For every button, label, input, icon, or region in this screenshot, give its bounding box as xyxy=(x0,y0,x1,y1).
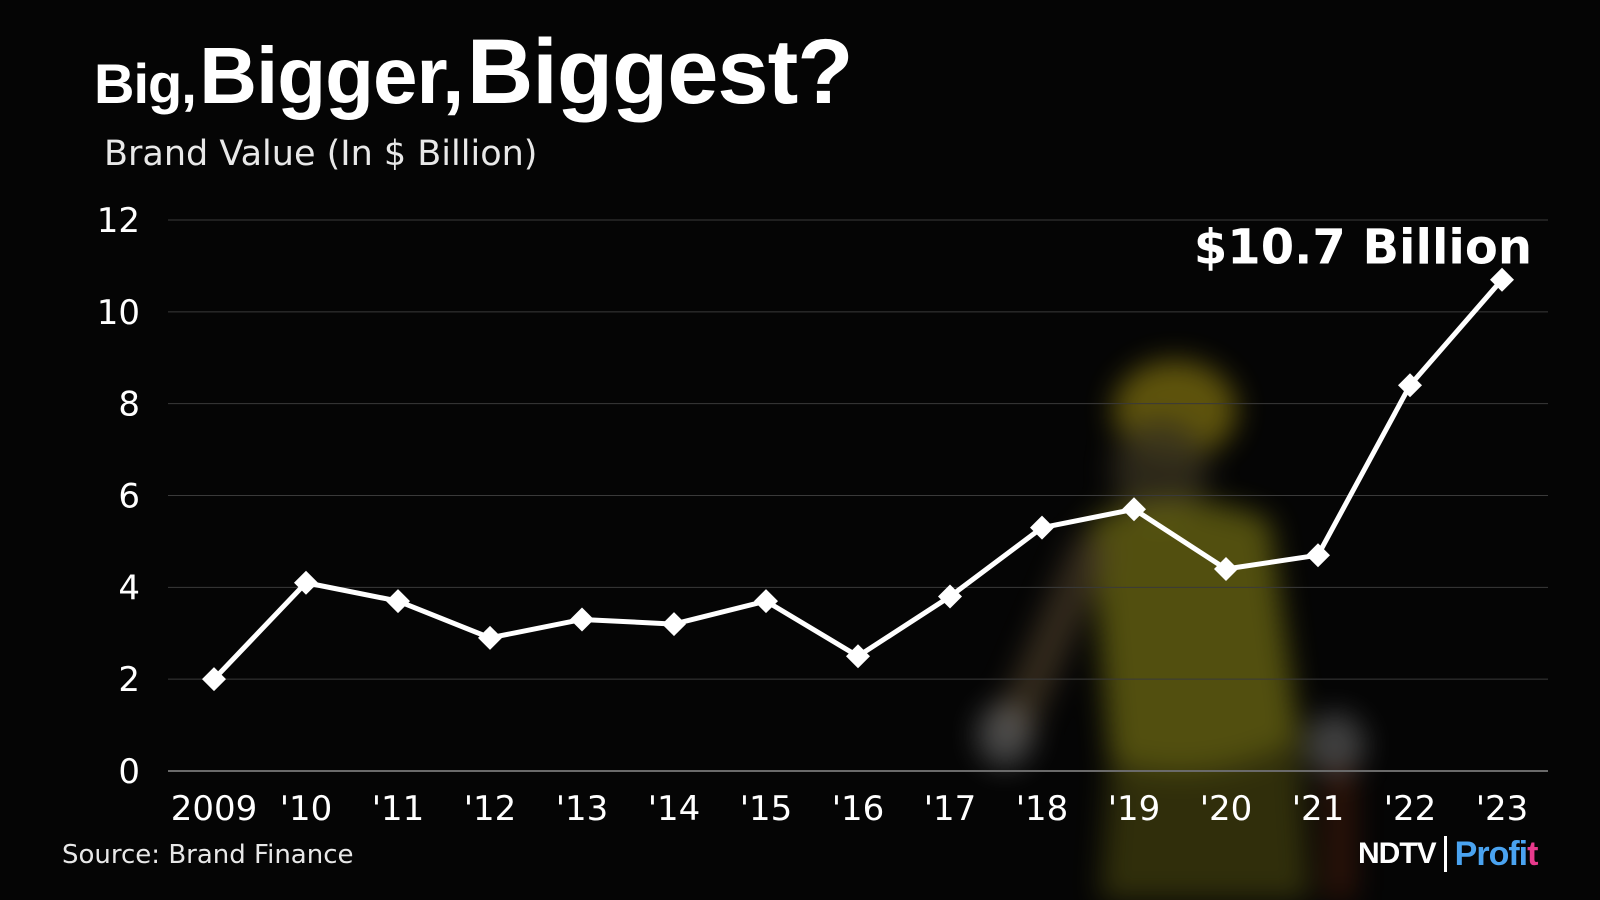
x-tick-label: '17 xyxy=(924,789,977,829)
data-point-5 xyxy=(662,612,686,637)
data-point-12 xyxy=(1306,543,1330,568)
x-tick-label: '12 xyxy=(464,789,517,829)
title-word-2: Bigger, xyxy=(199,31,464,120)
x-tick-label: '20 xyxy=(1200,789,1253,829)
annotation-label: $10.7 Billion xyxy=(1194,220,1532,276)
x-tick-label: 2009 xyxy=(171,789,258,829)
x-tick-label: '11 xyxy=(372,789,425,829)
series-brand-value xyxy=(211,277,1505,682)
data-point-11 xyxy=(1214,556,1238,581)
x-tick-label: '22 xyxy=(1384,789,1437,829)
data-point-2 xyxy=(386,589,410,614)
y-tick-label: 2 xyxy=(118,660,140,700)
x-tick-label: '10 xyxy=(280,789,333,829)
source-note: Source: Brand Finance xyxy=(62,840,354,870)
logo-divider xyxy=(1443,836,1447,872)
x-tick-label: '18 xyxy=(1016,789,1069,829)
x-tick-label: '13 xyxy=(556,789,609,829)
y-tick-label: 4 xyxy=(118,568,140,608)
data-point-13 xyxy=(1398,373,1422,398)
title-word-1: Big, xyxy=(94,52,197,115)
y-tick-label: 8 xyxy=(118,385,140,425)
data-point-14 xyxy=(1490,267,1514,292)
x-tick-label: '21 xyxy=(1292,789,1345,829)
data-point-7 xyxy=(846,644,870,669)
data-point-0 xyxy=(202,667,226,692)
data-point-3 xyxy=(478,625,502,650)
ndtv-profit-logo: NDTV Profit xyxy=(1358,834,1539,874)
y-axis-ticks: 0 2 4 6 8 10 12 xyxy=(97,201,140,792)
data-point-1 xyxy=(294,570,318,595)
chart-title: Big, Bigger, Biggest? xyxy=(94,20,854,125)
logo-ndtv-text: NDTV xyxy=(1358,837,1437,870)
gridlines xyxy=(168,219,1548,772)
logo-profit-main: Profi xyxy=(1454,834,1528,873)
x-tick-label: '16 xyxy=(832,789,885,829)
data-point-10 xyxy=(1122,497,1146,522)
x-tick-label: '23 xyxy=(1476,789,1529,829)
chart-subtitle: Brand Value (In $ Billion) xyxy=(104,134,538,174)
data-point-6 xyxy=(754,589,778,614)
logo-profit-end: t xyxy=(1527,834,1538,873)
x-tick-label: '14 xyxy=(648,789,701,829)
x-tick-label: '19 xyxy=(1108,789,1161,829)
series-line xyxy=(211,277,1505,682)
y-tick-label: 10 xyxy=(97,293,140,333)
logo-profit-text: Profit xyxy=(1454,834,1539,874)
y-tick-label: 6 xyxy=(118,477,140,517)
y-tick-label: 12 xyxy=(97,201,140,241)
x-tick-label: '15 xyxy=(740,789,793,829)
x-axis-ticks: 2009 '10 '11 '12 '13 '14 '15 '16 '17 '18 '19 '20 '21… xyxy=(171,789,1529,829)
title-word-3: Biggest? xyxy=(466,21,854,123)
data-point-4 xyxy=(570,607,594,632)
data-markers xyxy=(202,267,1514,692)
y-tick-label: 0 xyxy=(118,752,140,792)
data-point-9 xyxy=(1030,515,1054,540)
annotations: $10.7 Billion xyxy=(1194,220,1532,276)
data-point-8 xyxy=(938,584,962,609)
